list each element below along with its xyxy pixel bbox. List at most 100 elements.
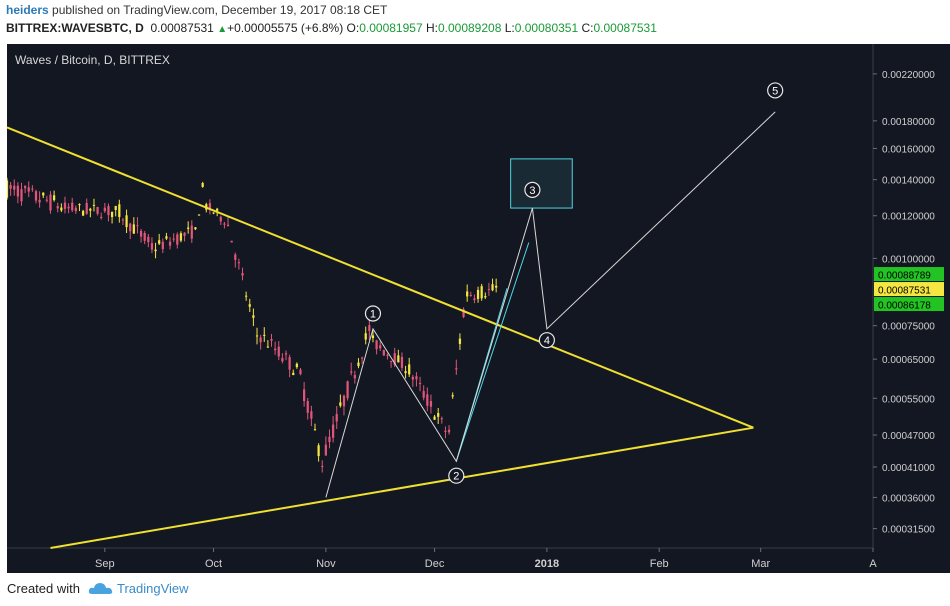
candle-body bbox=[245, 295, 248, 297]
candle-body bbox=[20, 189, 23, 202]
candle-body bbox=[491, 284, 494, 291]
time-axis-background bbox=[7, 548, 873, 573]
close-value: 0.00087531 bbox=[593, 21, 657, 35]
wave-label-number: 1 bbox=[370, 309, 376, 321]
price-axis[interactable]: 0.00220000 0.00180000 0.00160000 0.00140000… bbox=[873, 70, 944, 536]
candle-body bbox=[281, 357, 284, 362]
candle-body bbox=[100, 216, 103, 218]
candle-body bbox=[187, 227, 190, 229]
candle-body bbox=[194, 227, 197, 230]
candle-body bbox=[302, 389, 306, 402]
candle-body bbox=[139, 230, 143, 237]
price-tick-label: 0.00055000 bbox=[882, 394, 935, 405]
high-label: H: bbox=[425, 21, 438, 35]
candle-body bbox=[132, 224, 135, 234]
tradingview-cloud-icon[interactable] bbox=[88, 580, 114, 596]
candle-body bbox=[13, 185, 16, 190]
candle-body bbox=[389, 360, 393, 362]
candle-body bbox=[252, 315, 255, 318]
price-label-text: 0.00086178 bbox=[878, 301, 931, 312]
wave-label-circle[interactable] bbox=[364, 305, 382, 322]
candle-body bbox=[317, 445, 320, 457]
candle-body bbox=[284, 353, 288, 355]
upper-trendline[interactable] bbox=[6, 126, 754, 429]
candle-body bbox=[118, 204, 121, 218]
up-arrow-icon: ▲ bbox=[217, 24, 228, 35]
candle-body bbox=[433, 416, 436, 420]
candle-body bbox=[375, 340, 378, 350]
time-tick-label: Oct bbox=[205, 558, 222, 570]
candle-body bbox=[150, 243, 154, 250]
candle-body bbox=[208, 203, 212, 210]
candle-body bbox=[364, 333, 367, 340]
candle-body bbox=[400, 356, 404, 368]
candle-body bbox=[487, 288, 491, 290]
candle-body bbox=[408, 364, 411, 375]
candle-body bbox=[484, 296, 487, 298]
plot-background bbox=[7, 44, 873, 548]
chart-header: heiders published on TradingView.com, De… bbox=[0, 0, 950, 40]
candle-body bbox=[136, 225, 139, 227]
price-tick-label: 0.00100000 bbox=[882, 254, 935, 265]
candle-body bbox=[78, 204, 81, 206]
candle-body bbox=[462, 309, 465, 318]
candle-body bbox=[42, 192, 45, 196]
low-label: L: bbox=[504, 21, 515, 35]
candle-body bbox=[5, 180, 9, 198]
price-tick-label: 0.00047000 bbox=[882, 431, 935, 442]
elliott-wave-path[interactable] bbox=[325, 111, 776, 498]
candle-body bbox=[306, 401, 309, 413]
candle-body bbox=[161, 241, 164, 250]
candle-body bbox=[335, 414, 338, 422]
wave-label-circle[interactable] bbox=[767, 82, 784, 99]
candle-body bbox=[27, 187, 30, 192]
price-label-text: 0.00088789 bbox=[878, 271, 931, 282]
wave-label-circle[interactable] bbox=[448, 467, 465, 484]
candle-body bbox=[212, 212, 215, 214]
author-username[interactable]: heiders bbox=[6, 3, 49, 17]
candle-body bbox=[447, 429, 451, 433]
candle-body bbox=[38, 199, 41, 203]
candle-body bbox=[393, 353, 396, 365]
chart-svg[interactable]: Waves / Bitcoin, D, BITTREX 1 2 3 4 5 0.0022… bbox=[5, 44, 950, 573]
candle-body bbox=[92, 204, 96, 206]
price-tick-label: 0.00120000 bbox=[882, 212, 935, 223]
close-label: C: bbox=[581, 21, 594, 35]
lower-trendline[interactable] bbox=[50, 426, 754, 549]
candle-body bbox=[324, 444, 327, 456]
publish-line: heiders published on TradingView.com, De… bbox=[6, 3, 387, 17]
price-tick-label: 0.00220000 bbox=[882, 70, 935, 81]
time-tick-label: Feb bbox=[650, 558, 669, 570]
low-value: 0.00080351 bbox=[514, 21, 579, 35]
candle-body bbox=[411, 376, 414, 380]
candle-body bbox=[382, 350, 385, 356]
candle-body bbox=[386, 354, 389, 356]
candle-body bbox=[350, 371, 353, 373]
candle-body bbox=[168, 241, 172, 246]
projection-line[interactable] bbox=[455, 242, 530, 462]
wave-label-circle[interactable] bbox=[538, 332, 555, 349]
time-tick-label: Mar bbox=[751, 558, 770, 570]
quote-line: BITTREX:WAVESBTC, D 0.00087531 ▲+0.00005… bbox=[6, 21, 657, 35]
price-label-box bbox=[874, 267, 944, 282]
price-chart[interactable]: Waves / Bitcoin, D, BITTREX 1 2 3 4 5 0.0022… bbox=[5, 44, 950, 573]
time-axis[interactable]: Sep Oct Nov Dec 2018 Feb Mar A bbox=[95, 548, 877, 570]
wave-3-target-box[interactable] bbox=[510, 158, 573, 209]
candle-body bbox=[288, 357, 291, 370]
candle-body bbox=[114, 206, 117, 210]
time-tick-label: 2018 bbox=[535, 558, 559, 570]
price-tick-label: 0.00180000 bbox=[882, 117, 935, 128]
candle-body bbox=[458, 338, 462, 344]
symbol-label: BITTREX:WAVESBTC, D bbox=[6, 21, 144, 35]
candle-body bbox=[426, 394, 429, 406]
candle-body bbox=[201, 183, 204, 187]
candle-body bbox=[121, 219, 125, 221]
candle-body bbox=[379, 345, 382, 349]
publish-info: published on TradingView.com, December 1… bbox=[48, 3, 388, 17]
candle-body bbox=[495, 285, 498, 288]
wave-label-circle[interactable] bbox=[524, 181, 541, 199]
candle-body bbox=[415, 376, 418, 380]
candle-body bbox=[397, 355, 400, 363]
time-tick-label: A bbox=[869, 558, 877, 570]
tradingview-brand[interactable]: TradingView bbox=[117, 581, 189, 596]
